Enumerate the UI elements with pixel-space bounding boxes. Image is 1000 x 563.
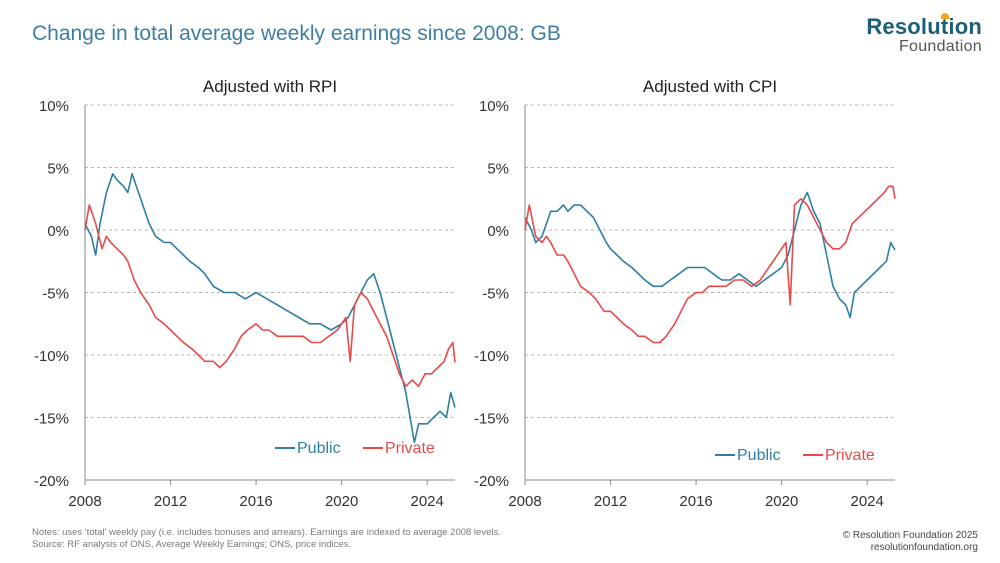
- y-tick-label: -5%: [482, 286, 509, 303]
- x-tick-label: 2016: [239, 493, 272, 510]
- x-tick-label: 2020: [765, 493, 798, 510]
- y-tick-label: -5%: [42, 286, 69, 303]
- series-line-private: [524, 185, 896, 344]
- x-tick-label: 2020: [325, 493, 358, 510]
- y-tick-label: 10%: [39, 98, 69, 115]
- x-tick-label: 2024: [851, 493, 884, 510]
- y-tick-label: -15%: [34, 411, 69, 428]
- y-tick-label: -20%: [34, 473, 69, 490]
- y-tick-label: -10%: [34, 348, 69, 365]
- chart-panel-1: Adjusted with RPI -20% -15% -10% -5% 0% 5% 10% 2…: [34, 77, 456, 510]
- footer-credits: © Resolution Foundation 2025 resolutionf…: [843, 530, 978, 554]
- y-tick-label: 5%: [487, 161, 509, 178]
- website-link[interactable]: resolutionfoundation.org: [870, 542, 978, 553]
- y-tick-label: -20%: [474, 473, 509, 490]
- series-line-public: [84, 173, 456, 444]
- legend-label-public: Public: [737, 447, 781, 464]
- logo-accent-icon: [941, 13, 949, 19]
- chart-title: Change in total average weekly earnings …: [32, 22, 561, 45]
- y-tick-label: 0%: [487, 223, 509, 240]
- legend-label-private: Private: [825, 447, 875, 464]
- x-tick-label: 2024: [411, 493, 444, 510]
- panel-title: Adjusted with RPI: [203, 77, 337, 96]
- legend-label-public: Public: [297, 440, 341, 457]
- logo-line1: Resolution: [866, 13, 982, 39]
- resolution-foundation-logo: Resolution Foundation: [866, 13, 982, 55]
- x-tick-label: 2016: [679, 493, 712, 510]
- y-tick-label: -10%: [474, 348, 509, 365]
- x-tick-label: 2012: [594, 493, 627, 510]
- series-line-private: [84, 204, 456, 388]
- logo-line2: Foundation: [898, 38, 982, 55]
- legend-label-private: Private: [385, 440, 435, 457]
- chart-panel-2: Adjusted with CPI -20% -15% -10% -5% 0% 5% 10% 2…: [474, 77, 896, 510]
- notes-text: Notes: uses 'total' weekly pay (i.e. inc…: [32, 527, 501, 538]
- y-tick-label: -15%: [474, 411, 509, 428]
- x-tick-label: 2008: [508, 493, 541, 510]
- y-tick-label: 10%: [479, 98, 509, 115]
- x-tick-label: 2008: [68, 493, 101, 510]
- logo-line1-text: Resolution: [866, 14, 982, 39]
- footer-notes: Notes: uses 'total' weekly pay (i.e. inc…: [32, 527, 501, 550]
- y-tick-label: 5%: [47, 161, 69, 178]
- source-text: Source: RF analysis of ONS, Average Week…: [32, 538, 352, 550]
- copyright-text: © Resolution Foundation 2025: [842, 530, 978, 541]
- series-line-public: [524, 191, 896, 319]
- x-tick-label: 2012: [154, 493, 187, 510]
- panel-title: Adjusted with CPI: [643, 77, 777, 96]
- y-tick-label: 0%: [47, 223, 69, 240]
